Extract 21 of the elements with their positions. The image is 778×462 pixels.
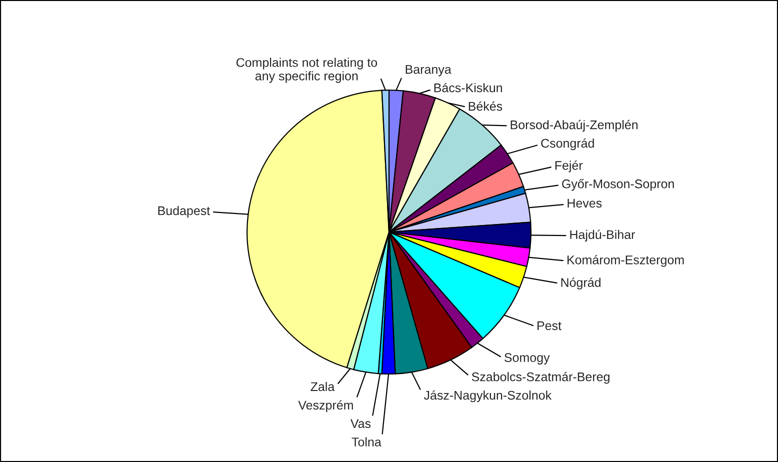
- slice-label: Fejér: [555, 160, 583, 172]
- slice-label: Bács-Kiskun: [434, 82, 502, 92]
- slice-label: Békés: [468, 101, 502, 111]
- slice-label: Szabolcs-Szatmár-Bereg: [472, 372, 610, 384]
- slice-label: Borsod-Abaúj-Zemplén: [510, 120, 638, 132]
- slice-label: Győr-Moson-Sopron: [562, 178, 674, 191]
- slice-label: Komárom-Esztergom: [568, 254, 684, 267]
- slice-label: Pest: [538, 321, 562, 330]
- slice-label: Tolna: [352, 437, 382, 446]
- slice-label: Veszprém: [298, 400, 353, 412]
- slice-label: Csongrád: [541, 138, 594, 150]
- slice-label: Heves: [568, 198, 602, 208]
- slice-label: Somogy: [504, 353, 550, 364]
- slice-label: Budapest: [158, 206, 210, 218]
- slice-label: Zala: [310, 382, 335, 392]
- slice-label: Vas: [350, 419, 371, 428]
- slice-label: Complaints not relating to any specific region: [236, 58, 378, 83]
- slice-label: Hajdú-Bihar: [570, 230, 636, 242]
- slice-label: Jász-Nagykun-Szolnok: [424, 390, 552, 402]
- slice-label: Nógrád: [561, 278, 600, 290]
- slice-label: Baranya: [406, 65, 452, 76]
